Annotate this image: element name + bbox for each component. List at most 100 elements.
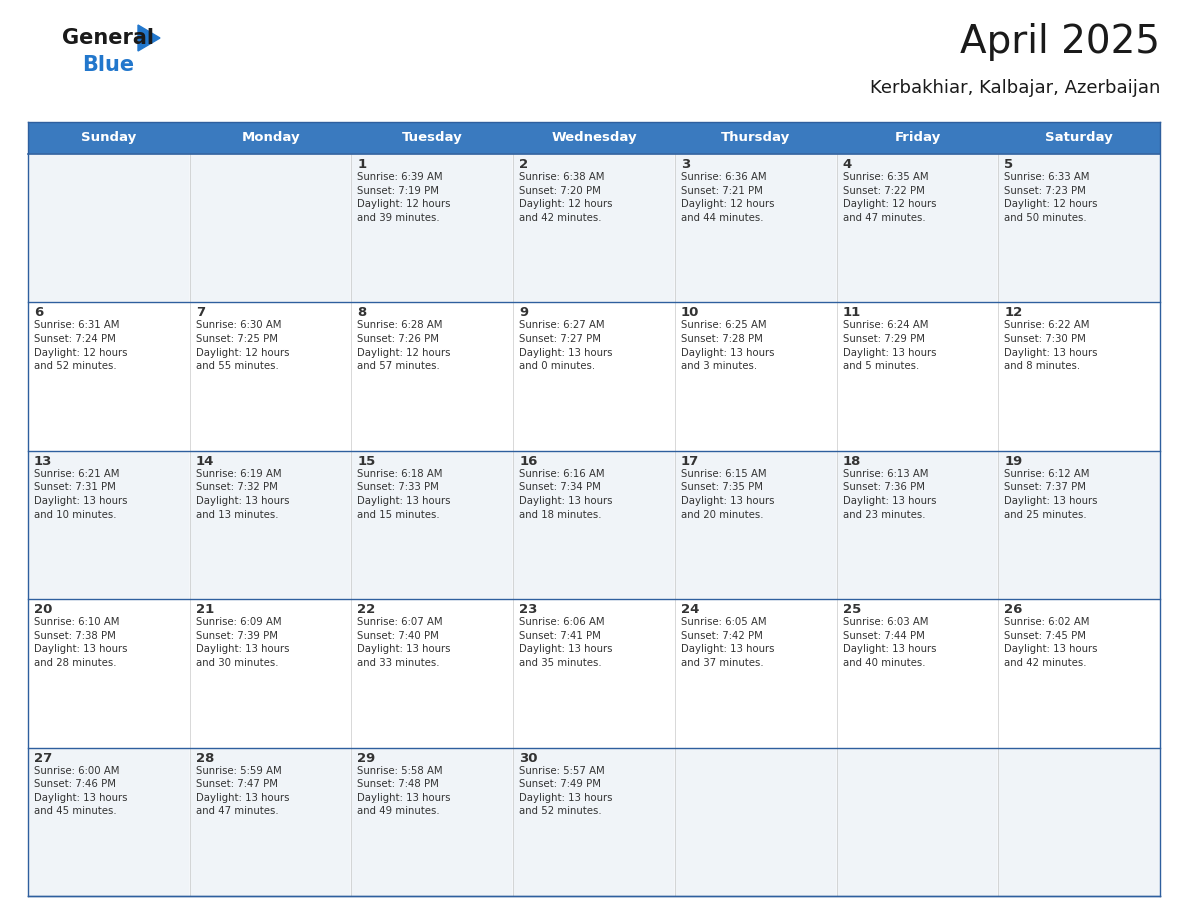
- Text: Sunrise: 6:09 AM
Sunset: 7:39 PM
Daylight: 13 hours
and 30 minutes.: Sunrise: 6:09 AM Sunset: 7:39 PM Dayligh…: [196, 617, 289, 668]
- Text: 16: 16: [519, 454, 537, 468]
- Bar: [675, 154, 836, 302]
- Text: Sunrise: 6:07 AM
Sunset: 7:40 PM
Daylight: 13 hours
and 33 minutes.: Sunrise: 6:07 AM Sunset: 7:40 PM Dayligh…: [358, 617, 451, 668]
- Text: Sunrise: 6:38 AM
Sunset: 7:20 PM
Daylight: 12 hours
and 42 minutes.: Sunrise: 6:38 AM Sunset: 7:20 PM Dayligh…: [519, 172, 613, 223]
- Text: Thursday: Thursday: [721, 131, 790, 144]
- Bar: [675, 302, 836, 451]
- Text: Sunrise: 6:19 AM
Sunset: 7:32 PM
Daylight: 13 hours
and 13 minutes.: Sunrise: 6:19 AM Sunset: 7:32 PM Dayligh…: [196, 469, 289, 520]
- Text: 12: 12: [1004, 307, 1023, 319]
- Bar: [29, 747, 190, 896]
- Text: 1: 1: [358, 158, 367, 171]
- Text: Sunrise: 6:24 AM
Sunset: 7:29 PM
Daylight: 13 hours
and 5 minutes.: Sunrise: 6:24 AM Sunset: 7:29 PM Dayligh…: [842, 320, 936, 371]
- Text: Wednesday: Wednesday: [551, 131, 637, 144]
- Text: Sunrise: 6:22 AM
Sunset: 7:30 PM
Daylight: 13 hours
and 8 minutes.: Sunrise: 6:22 AM Sunset: 7:30 PM Dayligh…: [1004, 320, 1098, 371]
- Text: Sunrise: 6:16 AM
Sunset: 7:34 PM
Daylight: 13 hours
and 18 minutes.: Sunrise: 6:16 AM Sunset: 7:34 PM Dayligh…: [519, 469, 613, 520]
- Text: Sunrise: 6:35 AM
Sunset: 7:22 PM
Daylight: 12 hours
and 47 minutes.: Sunrise: 6:35 AM Sunset: 7:22 PM Dayligh…: [842, 172, 936, 223]
- Text: Blue: Blue: [82, 55, 134, 75]
- Text: 8: 8: [358, 307, 367, 319]
- Text: 10: 10: [681, 307, 700, 319]
- Text: Sunrise: 6:33 AM
Sunset: 7:23 PM
Daylight: 12 hours
and 50 minutes.: Sunrise: 6:33 AM Sunset: 7:23 PM Dayligh…: [1004, 172, 1098, 223]
- Bar: [675, 122, 836, 154]
- Bar: [190, 122, 352, 154]
- Bar: [513, 451, 675, 599]
- Bar: [836, 599, 998, 747]
- Text: Friday: Friday: [895, 131, 941, 144]
- Text: 28: 28: [196, 752, 214, 765]
- Text: 20: 20: [34, 603, 52, 616]
- Bar: [836, 747, 998, 896]
- Text: 9: 9: [519, 307, 529, 319]
- Bar: [836, 302, 998, 451]
- Text: 14: 14: [196, 454, 214, 468]
- Bar: [29, 599, 190, 747]
- Text: April 2025: April 2025: [960, 23, 1159, 61]
- Text: Sunrise: 6:36 AM
Sunset: 7:21 PM
Daylight: 12 hours
and 44 minutes.: Sunrise: 6:36 AM Sunset: 7:21 PM Dayligh…: [681, 172, 775, 223]
- Text: Sunrise: 6:12 AM
Sunset: 7:37 PM
Daylight: 13 hours
and 25 minutes.: Sunrise: 6:12 AM Sunset: 7:37 PM Dayligh…: [1004, 469, 1098, 520]
- Bar: [836, 122, 998, 154]
- Text: 2: 2: [519, 158, 529, 171]
- Bar: [190, 747, 352, 896]
- Text: Sunrise: 5:58 AM
Sunset: 7:48 PM
Daylight: 13 hours
and 49 minutes.: Sunrise: 5:58 AM Sunset: 7:48 PM Dayligh…: [358, 766, 451, 816]
- Text: 30: 30: [519, 752, 538, 765]
- Text: Sunrise: 6:05 AM
Sunset: 7:42 PM
Daylight: 13 hours
and 37 minutes.: Sunrise: 6:05 AM Sunset: 7:42 PM Dayligh…: [681, 617, 775, 668]
- Text: 27: 27: [34, 752, 52, 765]
- Text: Sunrise: 6:39 AM
Sunset: 7:19 PM
Daylight: 12 hours
and 39 minutes.: Sunrise: 6:39 AM Sunset: 7:19 PM Dayligh…: [358, 172, 451, 223]
- Bar: [513, 747, 675, 896]
- Text: Sunrise: 6:15 AM
Sunset: 7:35 PM
Daylight: 13 hours
and 20 minutes.: Sunrise: 6:15 AM Sunset: 7:35 PM Dayligh…: [681, 469, 775, 520]
- Text: Sunrise: 6:02 AM
Sunset: 7:45 PM
Daylight: 13 hours
and 42 minutes.: Sunrise: 6:02 AM Sunset: 7:45 PM Dayligh…: [1004, 617, 1098, 668]
- Text: 5: 5: [1004, 158, 1013, 171]
- Bar: [998, 599, 1159, 747]
- Text: 3: 3: [681, 158, 690, 171]
- Text: 18: 18: [842, 454, 861, 468]
- Text: Sunrise: 6:31 AM
Sunset: 7:24 PM
Daylight: 12 hours
and 52 minutes.: Sunrise: 6:31 AM Sunset: 7:24 PM Dayligh…: [34, 320, 127, 371]
- Bar: [675, 451, 836, 599]
- Bar: [352, 747, 513, 896]
- Bar: [352, 122, 513, 154]
- Text: Sunrise: 5:59 AM
Sunset: 7:47 PM
Daylight: 13 hours
and 47 minutes.: Sunrise: 5:59 AM Sunset: 7:47 PM Dayligh…: [196, 766, 289, 816]
- Text: Sunday: Sunday: [81, 131, 137, 144]
- Bar: [352, 599, 513, 747]
- Bar: [29, 154, 190, 302]
- Text: 25: 25: [842, 603, 861, 616]
- Text: Sunrise: 6:18 AM
Sunset: 7:33 PM
Daylight: 13 hours
and 15 minutes.: Sunrise: 6:18 AM Sunset: 7:33 PM Dayligh…: [358, 469, 451, 520]
- Bar: [998, 451, 1159, 599]
- Bar: [352, 451, 513, 599]
- Text: 29: 29: [358, 752, 375, 765]
- Text: Saturday: Saturday: [1045, 131, 1113, 144]
- Text: Sunrise: 6:21 AM
Sunset: 7:31 PM
Daylight: 13 hours
and 10 minutes.: Sunrise: 6:21 AM Sunset: 7:31 PM Dayligh…: [34, 469, 127, 520]
- Bar: [352, 154, 513, 302]
- Text: 4: 4: [842, 158, 852, 171]
- Bar: [29, 451, 190, 599]
- Bar: [190, 154, 352, 302]
- Text: 11: 11: [842, 307, 861, 319]
- Text: Sunrise: 6:03 AM
Sunset: 7:44 PM
Daylight: 13 hours
and 40 minutes.: Sunrise: 6:03 AM Sunset: 7:44 PM Dayligh…: [842, 617, 936, 668]
- Text: 21: 21: [196, 603, 214, 616]
- Text: Sunrise: 6:10 AM
Sunset: 7:38 PM
Daylight: 13 hours
and 28 minutes.: Sunrise: 6:10 AM Sunset: 7:38 PM Dayligh…: [34, 617, 127, 668]
- Text: Tuesday: Tuesday: [402, 131, 462, 144]
- Text: 26: 26: [1004, 603, 1023, 616]
- Bar: [190, 302, 352, 451]
- Bar: [513, 302, 675, 451]
- Bar: [998, 302, 1159, 451]
- Text: Sunrise: 6:00 AM
Sunset: 7:46 PM
Daylight: 13 hours
and 45 minutes.: Sunrise: 6:00 AM Sunset: 7:46 PM Dayligh…: [34, 766, 127, 816]
- Polygon shape: [138, 25, 160, 51]
- Text: 13: 13: [34, 454, 52, 468]
- Text: Sunrise: 6:30 AM
Sunset: 7:25 PM
Daylight: 12 hours
and 55 minutes.: Sunrise: 6:30 AM Sunset: 7:25 PM Dayligh…: [196, 320, 289, 371]
- Text: Sunrise: 6:28 AM
Sunset: 7:26 PM
Daylight: 12 hours
and 57 minutes.: Sunrise: 6:28 AM Sunset: 7:26 PM Dayligh…: [358, 320, 451, 371]
- Bar: [675, 599, 836, 747]
- Bar: [29, 122, 190, 154]
- Bar: [352, 302, 513, 451]
- Bar: [998, 154, 1159, 302]
- Text: 19: 19: [1004, 454, 1023, 468]
- Text: 6: 6: [34, 307, 43, 319]
- Bar: [190, 451, 352, 599]
- Text: Sunrise: 6:13 AM
Sunset: 7:36 PM
Daylight: 13 hours
and 23 minutes.: Sunrise: 6:13 AM Sunset: 7:36 PM Dayligh…: [842, 469, 936, 520]
- Text: Sunrise: 6:27 AM
Sunset: 7:27 PM
Daylight: 13 hours
and 0 minutes.: Sunrise: 6:27 AM Sunset: 7:27 PM Dayligh…: [519, 320, 613, 371]
- Bar: [836, 154, 998, 302]
- Text: 7: 7: [196, 307, 204, 319]
- Bar: [513, 122, 675, 154]
- Text: 17: 17: [681, 454, 699, 468]
- Text: 24: 24: [681, 603, 700, 616]
- Text: General: General: [62, 28, 154, 48]
- Text: Monday: Monday: [241, 131, 299, 144]
- Text: Sunrise: 5:57 AM
Sunset: 7:49 PM
Daylight: 13 hours
and 52 minutes.: Sunrise: 5:57 AM Sunset: 7:49 PM Dayligh…: [519, 766, 613, 816]
